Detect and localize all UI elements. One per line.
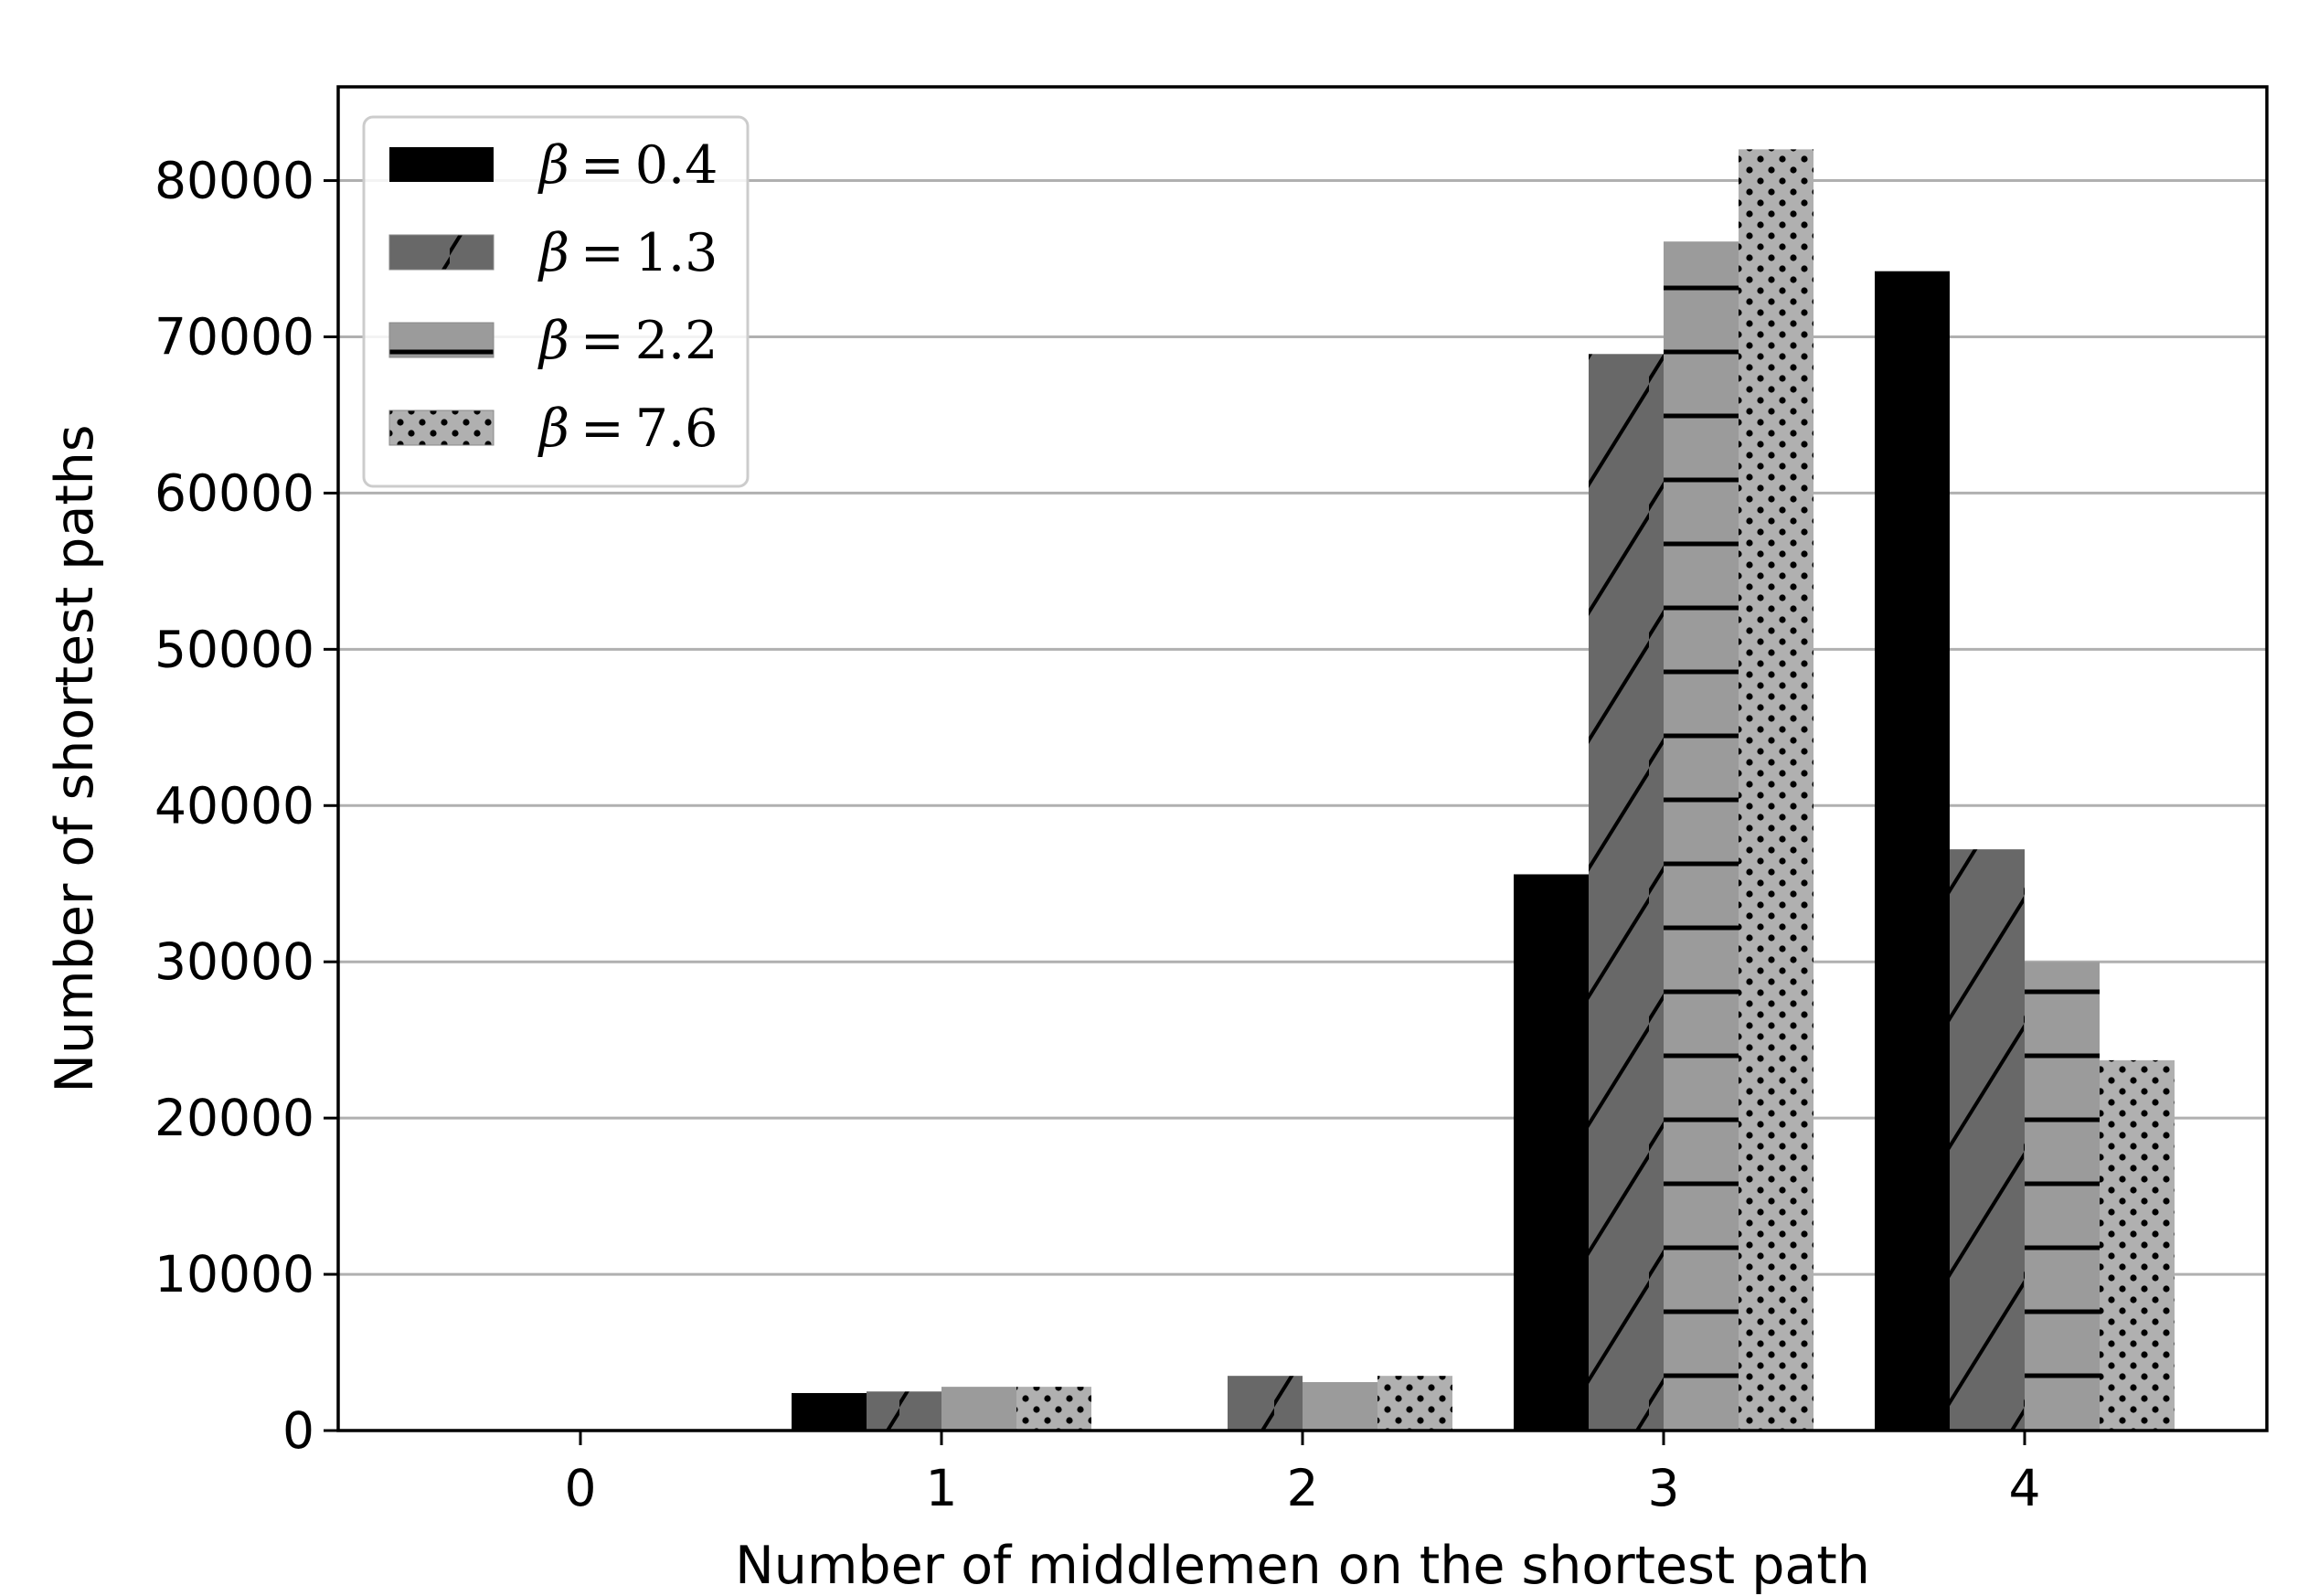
- legend-beta-value: 1.3: [635, 223, 718, 283]
- legend-beta-symbol: β: [537, 399, 569, 459]
- y-tick-label: 60000: [154, 463, 314, 522]
- bar: [867, 1391, 941, 1431]
- x-tick-label: 1: [926, 1459, 958, 1517]
- bar: [1950, 849, 2025, 1431]
- bar: [1664, 241, 1739, 1431]
- legend-beta-symbol: β: [537, 223, 569, 283]
- legend-beta-symbol: β: [537, 311, 569, 371]
- legend-beta-value: 2.2: [635, 311, 718, 371]
- y-axis-title: Number of shortest paths: [45, 424, 105, 1092]
- legend: β = 0.4 β = 1.3 β = 2.2 β = 7.6: [362, 115, 750, 488]
- bar: [2025, 962, 2100, 1431]
- y-tick-label: 30000: [154, 932, 314, 991]
- bar: [1514, 874, 1589, 1431]
- bar: [941, 1387, 1016, 1431]
- bar: [2100, 1059, 2175, 1431]
- bar: [1739, 149, 1813, 1431]
- bar: [1589, 354, 1664, 1431]
- x-tick-label: 0: [565, 1459, 597, 1517]
- legend-label: β = 0.4: [537, 135, 718, 196]
- x-tick-label: 2: [1287, 1459, 1319, 1517]
- x-axis-ticks: 0 1 2 3 4: [565, 1431, 2041, 1517]
- bar: [1303, 1382, 1377, 1431]
- x-axis-title: Number of middlemen on the shortest path: [735, 1536, 1870, 1596]
- y-tick-label: 70000: [154, 307, 314, 366]
- y-tick-label: 10000: [154, 1245, 314, 1303]
- bar: [1016, 1387, 1091, 1431]
- legend-swatch: [388, 410, 495, 446]
- y-axis-ticks: 0 10000 20000 30000 40000 50000 60000 70000 8000…: [154, 152, 338, 1460]
- x-tick-label: 3: [1648, 1459, 1680, 1517]
- bar: [792, 1392, 867, 1431]
- bar: [1875, 271, 1950, 1431]
- legend-box: [362, 115, 750, 488]
- legend-swatch: [389, 147, 494, 182]
- y-tick-label: 80000: [154, 152, 314, 210]
- legend-label: β = 7.6: [537, 399, 718, 459]
- bars-group: [792, 149, 2175, 1431]
- legend-swatch: [388, 234, 495, 271]
- legend-label: β = 1.3: [537, 223, 718, 283]
- y-tick-label: 50000: [154, 620, 314, 678]
- bar: [1377, 1376, 1452, 1431]
- legend-swatch: [388, 322, 495, 358]
- y-tick-label: 0: [282, 1401, 314, 1460]
- legend-beta-symbol: β: [537, 135, 569, 196]
- legend-beta-value: 7.6: [635, 399, 718, 459]
- y-tick-label: 20000: [154, 1089, 314, 1147]
- y-tick-label: 40000: [154, 776, 314, 835]
- legend-beta-value: 0.4: [635, 135, 718, 196]
- bar: [1228, 1376, 1303, 1431]
- legend-label: β = 2.2: [537, 311, 718, 371]
- x-tick-label: 4: [2009, 1459, 2041, 1517]
